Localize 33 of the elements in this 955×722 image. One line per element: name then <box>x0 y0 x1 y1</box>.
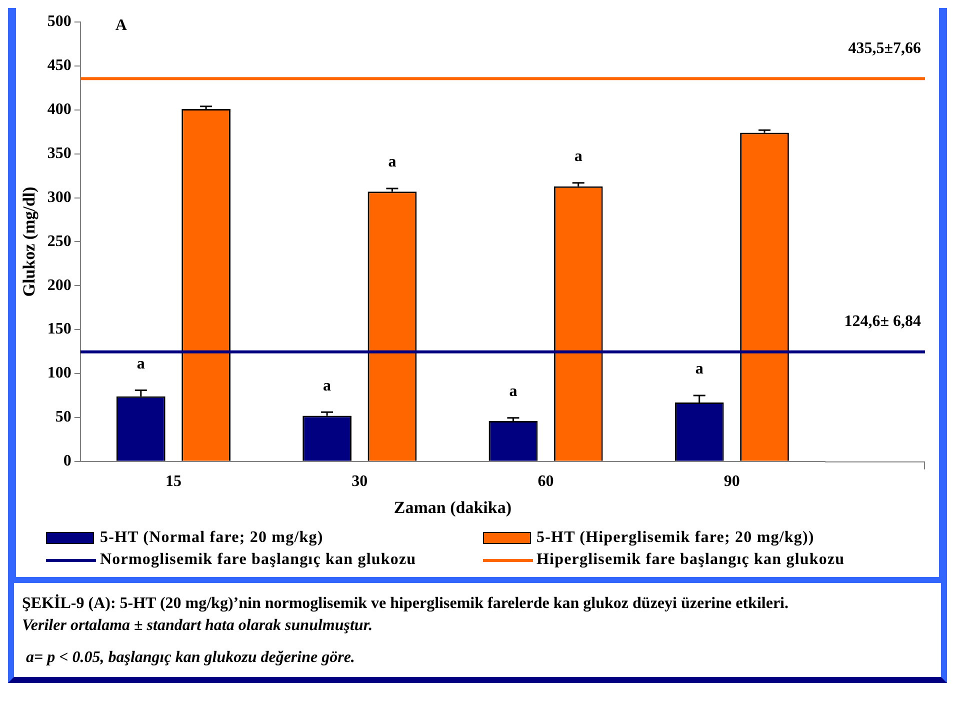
y-tick-label: 0 <box>63 452 72 470</box>
x-tick-label: 60 <box>538 473 554 490</box>
data-label: a <box>136 355 145 372</box>
legend-label: Hiperglisemik fare başlangıç kan glukozu <box>536 551 845 569</box>
data-label: a <box>388 154 396 171</box>
y-tick-label: 300 <box>47 188 72 206</box>
y-tick-label: 250 <box>47 232 72 250</box>
y-tick-label: 100 <box>47 364 72 382</box>
chart-subtitle: A <box>115 17 128 34</box>
x-tick-label: 90 <box>724 473 740 490</box>
y-tick-label: 450 <box>47 57 72 74</box>
legend-label: 5-HT (Normal fare; 20 mg/kg) <box>100 529 324 547</box>
legend-label: 5-HT (Hiperglisemik fare; 20 mg/kg)) <box>536 529 814 547</box>
text: ŞEKİL-9 (A): 5-HT (20 mg/kg)’nin normoglisemik ve hiperglisemik farelerde kan glukoz düzeyi üzerine etkileri. <box>22 595 790 613</box>
x-axis-title: Zaman (dakika) <box>394 498 512 518</box>
text: a= p < 0.05, başlangıç kan glukozu değerine göre. <box>26 649 356 667</box>
y-tick-label: 150 <box>47 320 72 338</box>
legend-label: Normoglisemik fare başlangıç kan glukozu <box>100 551 416 569</box>
y-tick-label: 200 <box>47 276 72 294</box>
data-label: a <box>323 377 332 394</box>
x-tick-label: 15 <box>165 473 182 490</box>
text: Veriler ortalama ± standart hata olarak sunulmuştur. <box>22 617 374 635</box>
y-tick-label: 400 <box>47 101 72 118</box>
x-tick-label: 30 <box>352 473 368 490</box>
data-label: a <box>574 148 582 165</box>
annotation: 124,6± 6,84 <box>844 313 921 330</box>
data-label: a <box>509 383 518 400</box>
y-axis-title: Glukoz (mg/dl) <box>20 186 39 297</box>
y-tick-label: 50 <box>55 408 72 426</box>
y-tick-label: 350 <box>47 144 72 162</box>
y-tick-label: 500 <box>47 13 72 30</box>
annotation: 435,5±7,66 <box>848 40 921 57</box>
data-label: a <box>695 360 704 378</box>
